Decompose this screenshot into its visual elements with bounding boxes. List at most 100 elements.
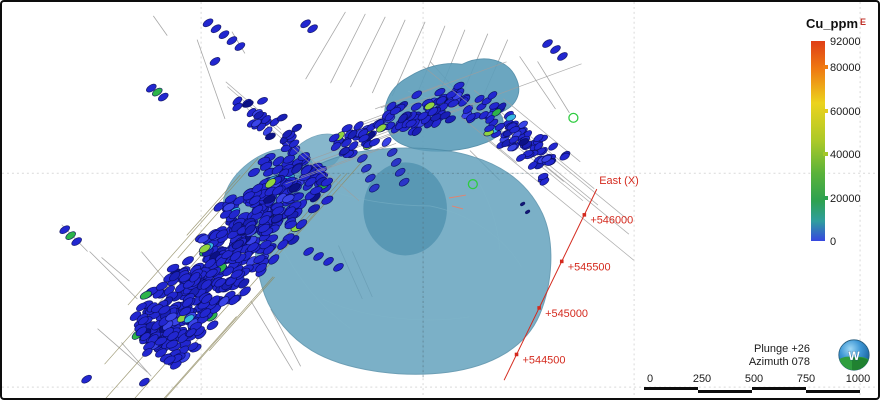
drillhole-interval-disk (238, 278, 250, 289)
drillhole-interval-disk (242, 100, 254, 108)
drillhole-interval-disk (439, 111, 451, 120)
drillhole-interval-disk (394, 167, 406, 177)
scale-bar-label: 250 (692, 373, 712, 385)
drillhole-interval-disk (347, 129, 358, 140)
drillhole-interval-disk (527, 161, 538, 170)
drillhole-interval-disk (328, 133, 340, 143)
drillhole-interval-disk (542, 39, 553, 48)
compass-letter: W (848, 349, 860, 363)
drillhole-interval-disk (248, 195, 261, 205)
drillhole-trace (127, 157, 259, 306)
drillhole-trace (196, 39, 226, 119)
drillhole-interval-disk (260, 161, 273, 171)
drillhole-interval-disk (427, 107, 439, 117)
drillhole-interval-disk (494, 122, 505, 131)
orientation-ball[interactable]: W (838, 339, 870, 371)
drillhole-interval-disk (474, 94, 485, 103)
drillhole-interval-disk (201, 293, 213, 304)
legend-tick-label: 60000 (830, 105, 861, 118)
drillhole-interval-disk (533, 141, 544, 151)
drillhole-interval-disk (199, 308, 212, 318)
drillhole-interval-disk (405, 119, 417, 128)
drillhole-interval-disk (310, 186, 323, 195)
drillhole-interval-disk (488, 102, 500, 110)
drillhole-interval-disk (189, 272, 201, 283)
east-axis-line (503, 188, 598, 381)
interval-dash-marker (448, 194, 466, 199)
legend-edit-badge[interactable]: E (860, 17, 867, 27)
drillhole-interval-disk (65, 231, 76, 240)
drillhole-interval-disk (215, 229, 228, 239)
drillhole-interval-disk (447, 99, 459, 108)
drillhole-interval-disk (381, 137, 392, 147)
drillhole-interval-disk (411, 126, 422, 136)
drillhole-interval-disk (411, 90, 423, 100)
east-axis-tick (559, 259, 564, 264)
east-axis-tick-label: +544500 (523, 354, 566, 366)
drillhole-interval-disk (209, 295, 221, 306)
drillhole-interval-disk (537, 172, 549, 181)
drillhole-interval-disk (300, 19, 311, 29)
scale-bar-segment (752, 387, 806, 390)
drillhole-interval-disk (369, 183, 380, 193)
geology-mesh-main[interactable] (254, 147, 552, 375)
drillhole-interval-disk (222, 266, 234, 277)
drillhole-interval-disk (157, 92, 169, 102)
legend-tick-label: 20000 (830, 192, 861, 205)
drillhole-interval-disk (313, 252, 324, 261)
drillhole-interval-disk (288, 183, 301, 193)
view-orientation-status: Plunge +26 Azimuth 078 (700, 343, 810, 369)
drillhole-interval-disk (398, 177, 410, 187)
drillhole-interval-disk (185, 328, 197, 338)
selection-ring-marker (467, 179, 478, 190)
drillhole-interval-disk (158, 305, 171, 315)
drillhole-interval-disk (224, 194, 237, 204)
drillhole-interval-disk (232, 102, 243, 112)
drillhole-interval-disk (247, 167, 260, 178)
drillhole-interval-disk (361, 163, 372, 173)
drillhole-trace (305, 11, 346, 80)
drillhole-interval-disk (330, 141, 342, 151)
east-axis-tick (537, 306, 541, 310)
drillhole-interval-disk (446, 90, 457, 99)
drillhole-interval-disk (358, 134, 370, 143)
drillhole-interval-disk (533, 133, 544, 143)
drillhole-interval-disk (424, 101, 436, 111)
drillhole-interval-disk (516, 153, 526, 162)
selection-ring-marker (568, 112, 579, 123)
drillhole-interval-disk (386, 148, 398, 157)
drillhole-interval-disk (200, 279, 212, 290)
drillhole-interval-disk (398, 113, 408, 124)
drillhole-interval-disk (365, 173, 376, 183)
drillhole-interval-disk (166, 263, 180, 273)
drillhole-interval-disk (289, 139, 300, 148)
drillhole-interval-disk (178, 273, 191, 283)
drillhole-interval-disk (163, 355, 176, 365)
scale-bar-label: 750 (796, 373, 816, 385)
drillhole-interval-disk (462, 104, 474, 114)
mesh-facet-line (300, 179, 431, 207)
drillhole-interval-disk (282, 154, 296, 164)
drillhole-trace (487, 140, 634, 261)
drillhole-interval-disk (183, 314, 195, 324)
drillhole-interval-disk (321, 195, 334, 205)
drillhole-interval-disk (307, 204, 321, 214)
drillhole-interval-disk (167, 331, 179, 341)
drillhole-interval-disk (209, 57, 221, 66)
scale-bar: 0 250 500 750 1000 (644, 373, 870, 395)
drillhole-interval-disk (284, 206, 296, 217)
drillhole-interval-disk (417, 111, 429, 121)
drillhole-interval-disk (376, 123, 387, 133)
drillhole-interval-disk (257, 97, 268, 105)
drillhole-interval-disk (333, 262, 344, 272)
drillhole-trace (250, 300, 294, 371)
drillhole-interval-disk (228, 209, 241, 220)
drillhole-trace (380, 61, 507, 109)
drillhole-interval-disk (81, 374, 92, 384)
drillhole-interval-disk (169, 271, 181, 282)
drillhole-trace (121, 342, 152, 377)
drillhole-interval-disk (229, 251, 242, 262)
drillhole-interval-disk (348, 141, 359, 151)
